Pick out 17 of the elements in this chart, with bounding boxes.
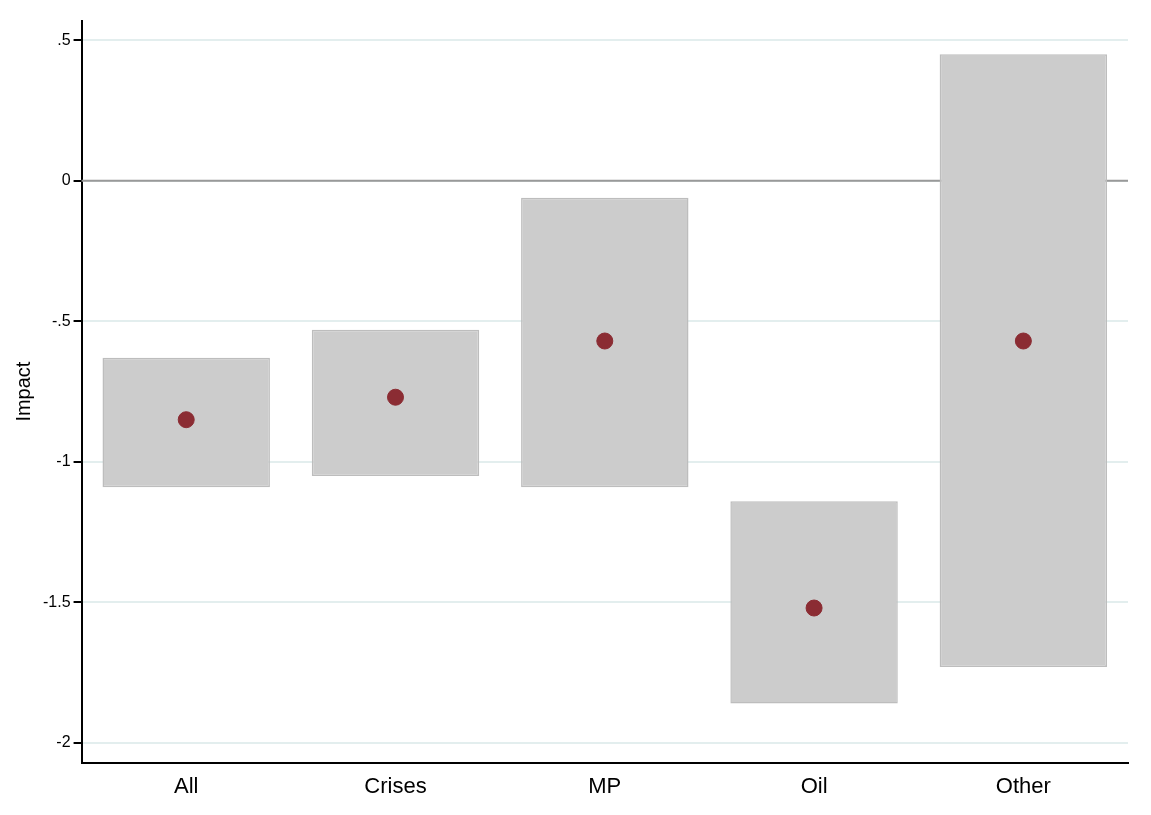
y-tick-label: 0 (61, 171, 71, 189)
y-tick-label: -1.5 (42, 592, 71, 610)
point (1014, 332, 1032, 350)
y-tick-label: -2 (56, 733, 71, 751)
point (596, 332, 614, 350)
x-tick-label: All (173, 772, 199, 798)
y-tick-label: -.5 (51, 311, 71, 329)
y-tick-label: -1 (56, 452, 71, 470)
point (387, 388, 404, 406)
x-tick-label: MP (588, 772, 622, 798)
point (805, 599, 823, 617)
x-tick-label: Other (995, 772, 1051, 798)
point (177, 411, 195, 429)
x-tick-label: Oil (800, 772, 828, 798)
y-tick-label: .5 (57, 30, 71, 48)
x-tick-label: Crises (364, 772, 427, 798)
y-axis-title: Impact (11, 361, 34, 422)
